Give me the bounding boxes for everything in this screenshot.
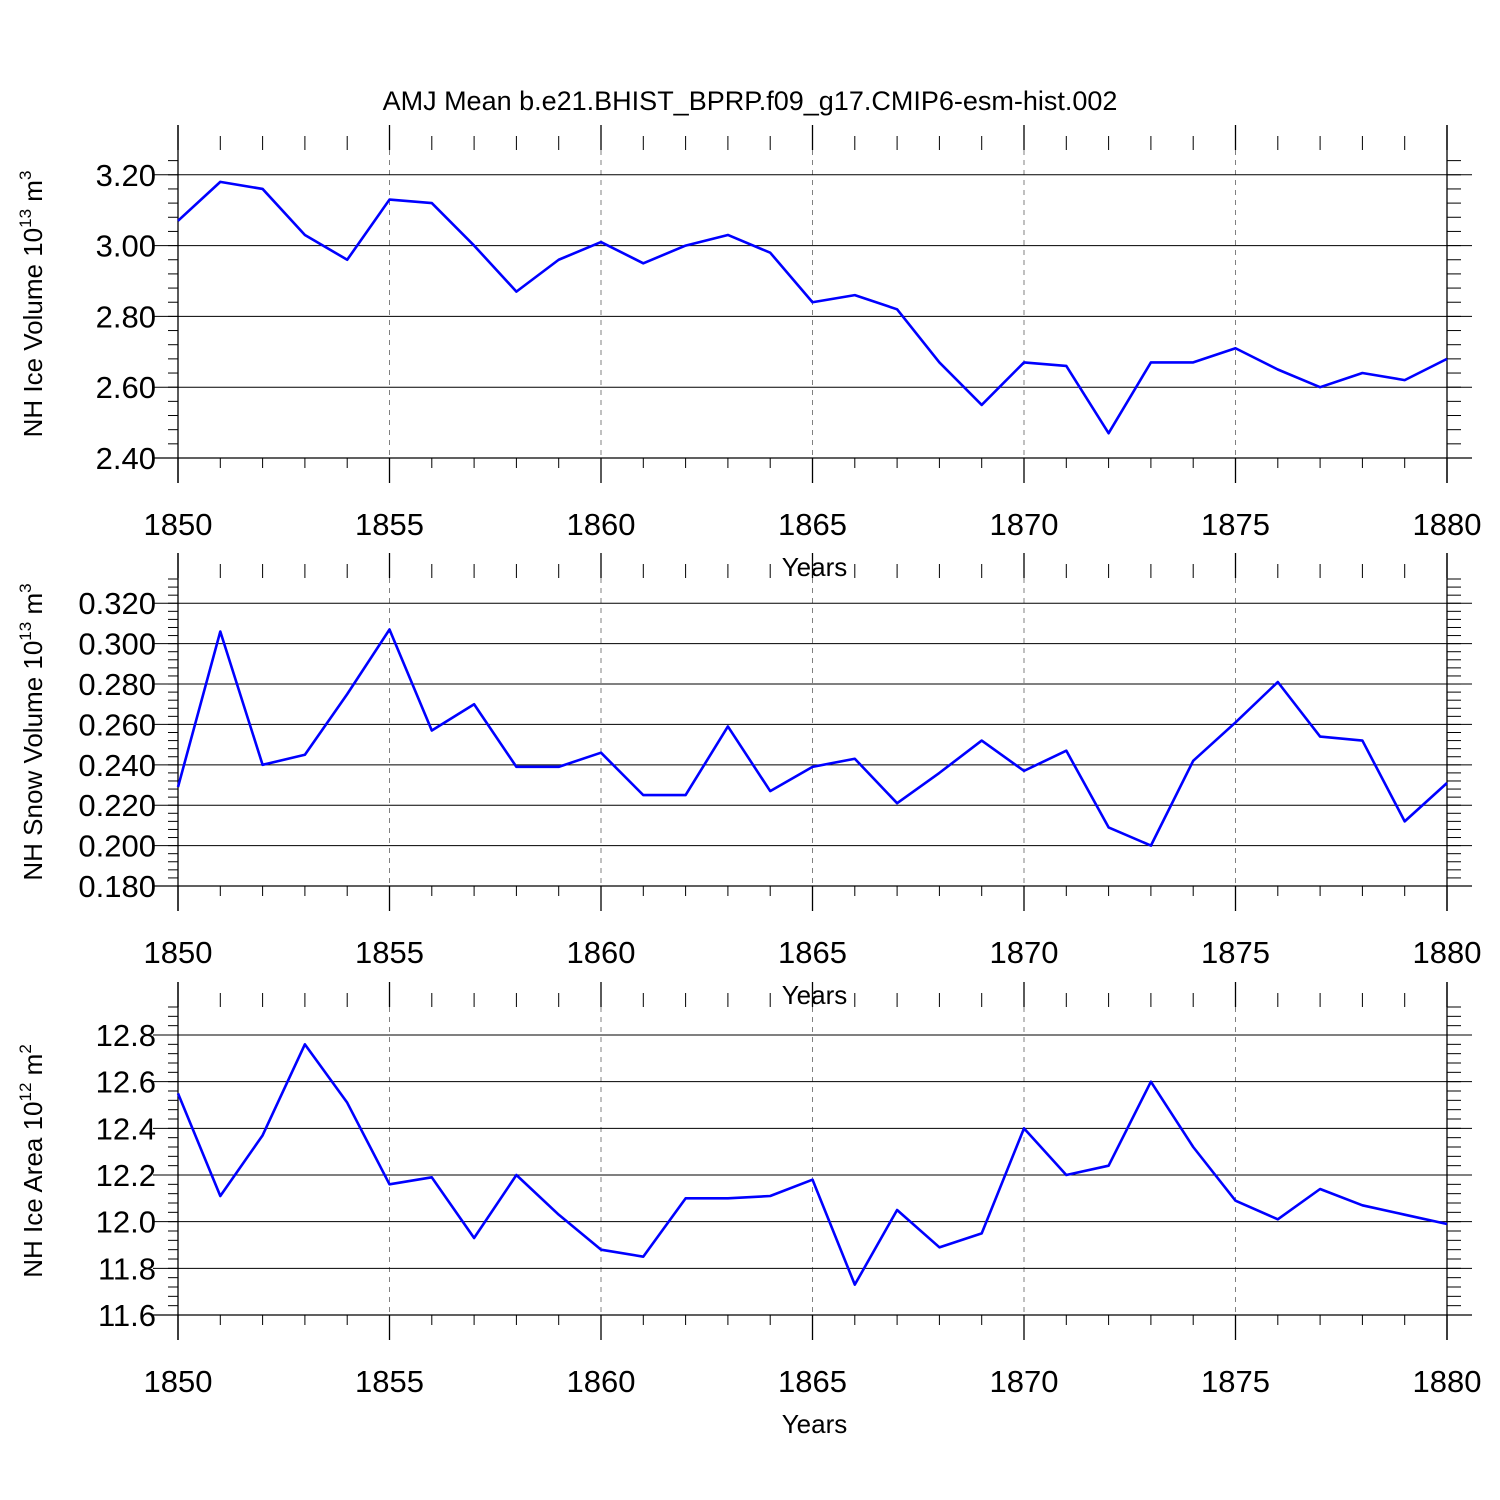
y-tick-label: 0.280 (78, 667, 156, 702)
y-axis-label-superscript: 3 (16, 171, 35, 180)
y-tick-label: 3.20 (96, 158, 156, 193)
y-axis-label-superscript: 3 (16, 583, 35, 592)
x-tick-label: 1865 (778, 1364, 847, 1399)
y-axis-label-text: NH Ice Volume 10 (18, 228, 48, 438)
y-axis-label-superscript: 13 (16, 622, 35, 641)
y-tick-label: 2.80 (96, 299, 156, 334)
y-axis-label-superscript: 2 (16, 1044, 35, 1053)
y-axis-label-text: NH Snow Volume 10 (18, 641, 48, 881)
y-axis-label: NH Ice Volume 1013 m3 (16, 171, 48, 438)
series-line-0 (176, 628, 1448, 847)
y-axis-label-text: m (18, 593, 48, 622)
y-tick-label: 0.200 (78, 829, 156, 864)
y-tick-label: 12.0 (96, 1205, 156, 1240)
x-tick-label: 1870 (990, 1364, 1059, 1399)
x-axis-label: Years (782, 980, 848, 1010)
x-axis-label: Years (782, 552, 848, 582)
y-tick-label: 12.8 (96, 1018, 156, 1053)
x-tick-label: 1855 (355, 507, 424, 542)
x-tick-label: 1865 (778, 935, 847, 970)
x-tick-label: 1850 (144, 507, 213, 542)
x-tick-label: 1875 (1201, 935, 1270, 970)
x-axis-label: Years (782, 1409, 848, 1439)
y-tick-label: 11.8 (98, 1251, 156, 1286)
panel-snow-volume: 0.180 0.200 0.220 0.240 0.260 0.280 0.300 0.320… (16, 553, 1481, 1010)
x-tick-label: 1850 (144, 935, 213, 970)
x-tick-label: 1860 (567, 1364, 636, 1399)
y-axis-label-superscript: 12 (16, 1083, 35, 1102)
y-tick-label: 12.2 (96, 1158, 156, 1193)
panel-ice-area: 11.6 11.8 12.0 12.2 12.4 12.6 12.8 1850 1855 1860… (16, 982, 1481, 1439)
x-tick-label: 1880 (1413, 507, 1482, 542)
x-tick-label: 1855 (355, 1364, 424, 1399)
y-tick-label: 12.4 (96, 1111, 156, 1146)
x-tick-label: 1880 (1413, 935, 1482, 970)
x-tick-label: 1860 (567, 507, 636, 542)
x-tick-label: 1855 (355, 935, 424, 970)
y-axis-label-text: m (18, 1054, 48, 1083)
y-axis-label: NH Snow Volume 1013 m3 (16, 583, 48, 880)
x-tick-label: 1880 (1413, 1364, 1482, 1399)
x-tick-label: 1875 (1201, 1364, 1270, 1399)
x-tick-label: 1850 (144, 1364, 213, 1399)
y-tick-label: 0.300 (78, 627, 156, 662)
x-tick-label: 1875 (1201, 507, 1270, 542)
y-tick-label: 0.240 (78, 748, 156, 783)
y-tick-label: 0.180 (78, 869, 156, 904)
series-line-0 (176, 1043, 1448, 1286)
y-axis-label-text: m (18, 180, 48, 209)
x-tick-label: 1865 (778, 507, 847, 542)
y-axis-label-text: NH Ice Area 10 (18, 1101, 48, 1277)
y-tick-label: 0.260 (78, 707, 156, 742)
y-tick-label: 3.00 (96, 229, 156, 264)
y-tick-label: 12.6 (96, 1065, 156, 1100)
y-tick-label: 2.60 (96, 370, 156, 405)
y-axis-label: NH Ice Area 1012 m2 (16, 1044, 48, 1278)
panel-ice-volume: 2.40 2.60 2.80 3.00 3.20 1850 1855 1860 1865 1870… (16, 125, 1481, 582)
y-axis-label-superscript: 13 (16, 209, 35, 228)
x-tick-label: 1860 (567, 935, 636, 970)
series-line-0 (177, 180, 1448, 435)
figure-title: AMJ Mean b.e21.BHIST_BPRP.f09_g17.CMIP6-… (383, 86, 1118, 116)
y-tick-label: 0.320 (78, 586, 156, 621)
y-tick-label: 2.40 (96, 441, 156, 476)
y-tick-label: 0.220 (78, 788, 156, 823)
x-tick-label: 1870 (990, 507, 1059, 542)
x-tick-label: 1870 (990, 935, 1059, 970)
y-tick-label: 11.6 (98, 1298, 156, 1333)
